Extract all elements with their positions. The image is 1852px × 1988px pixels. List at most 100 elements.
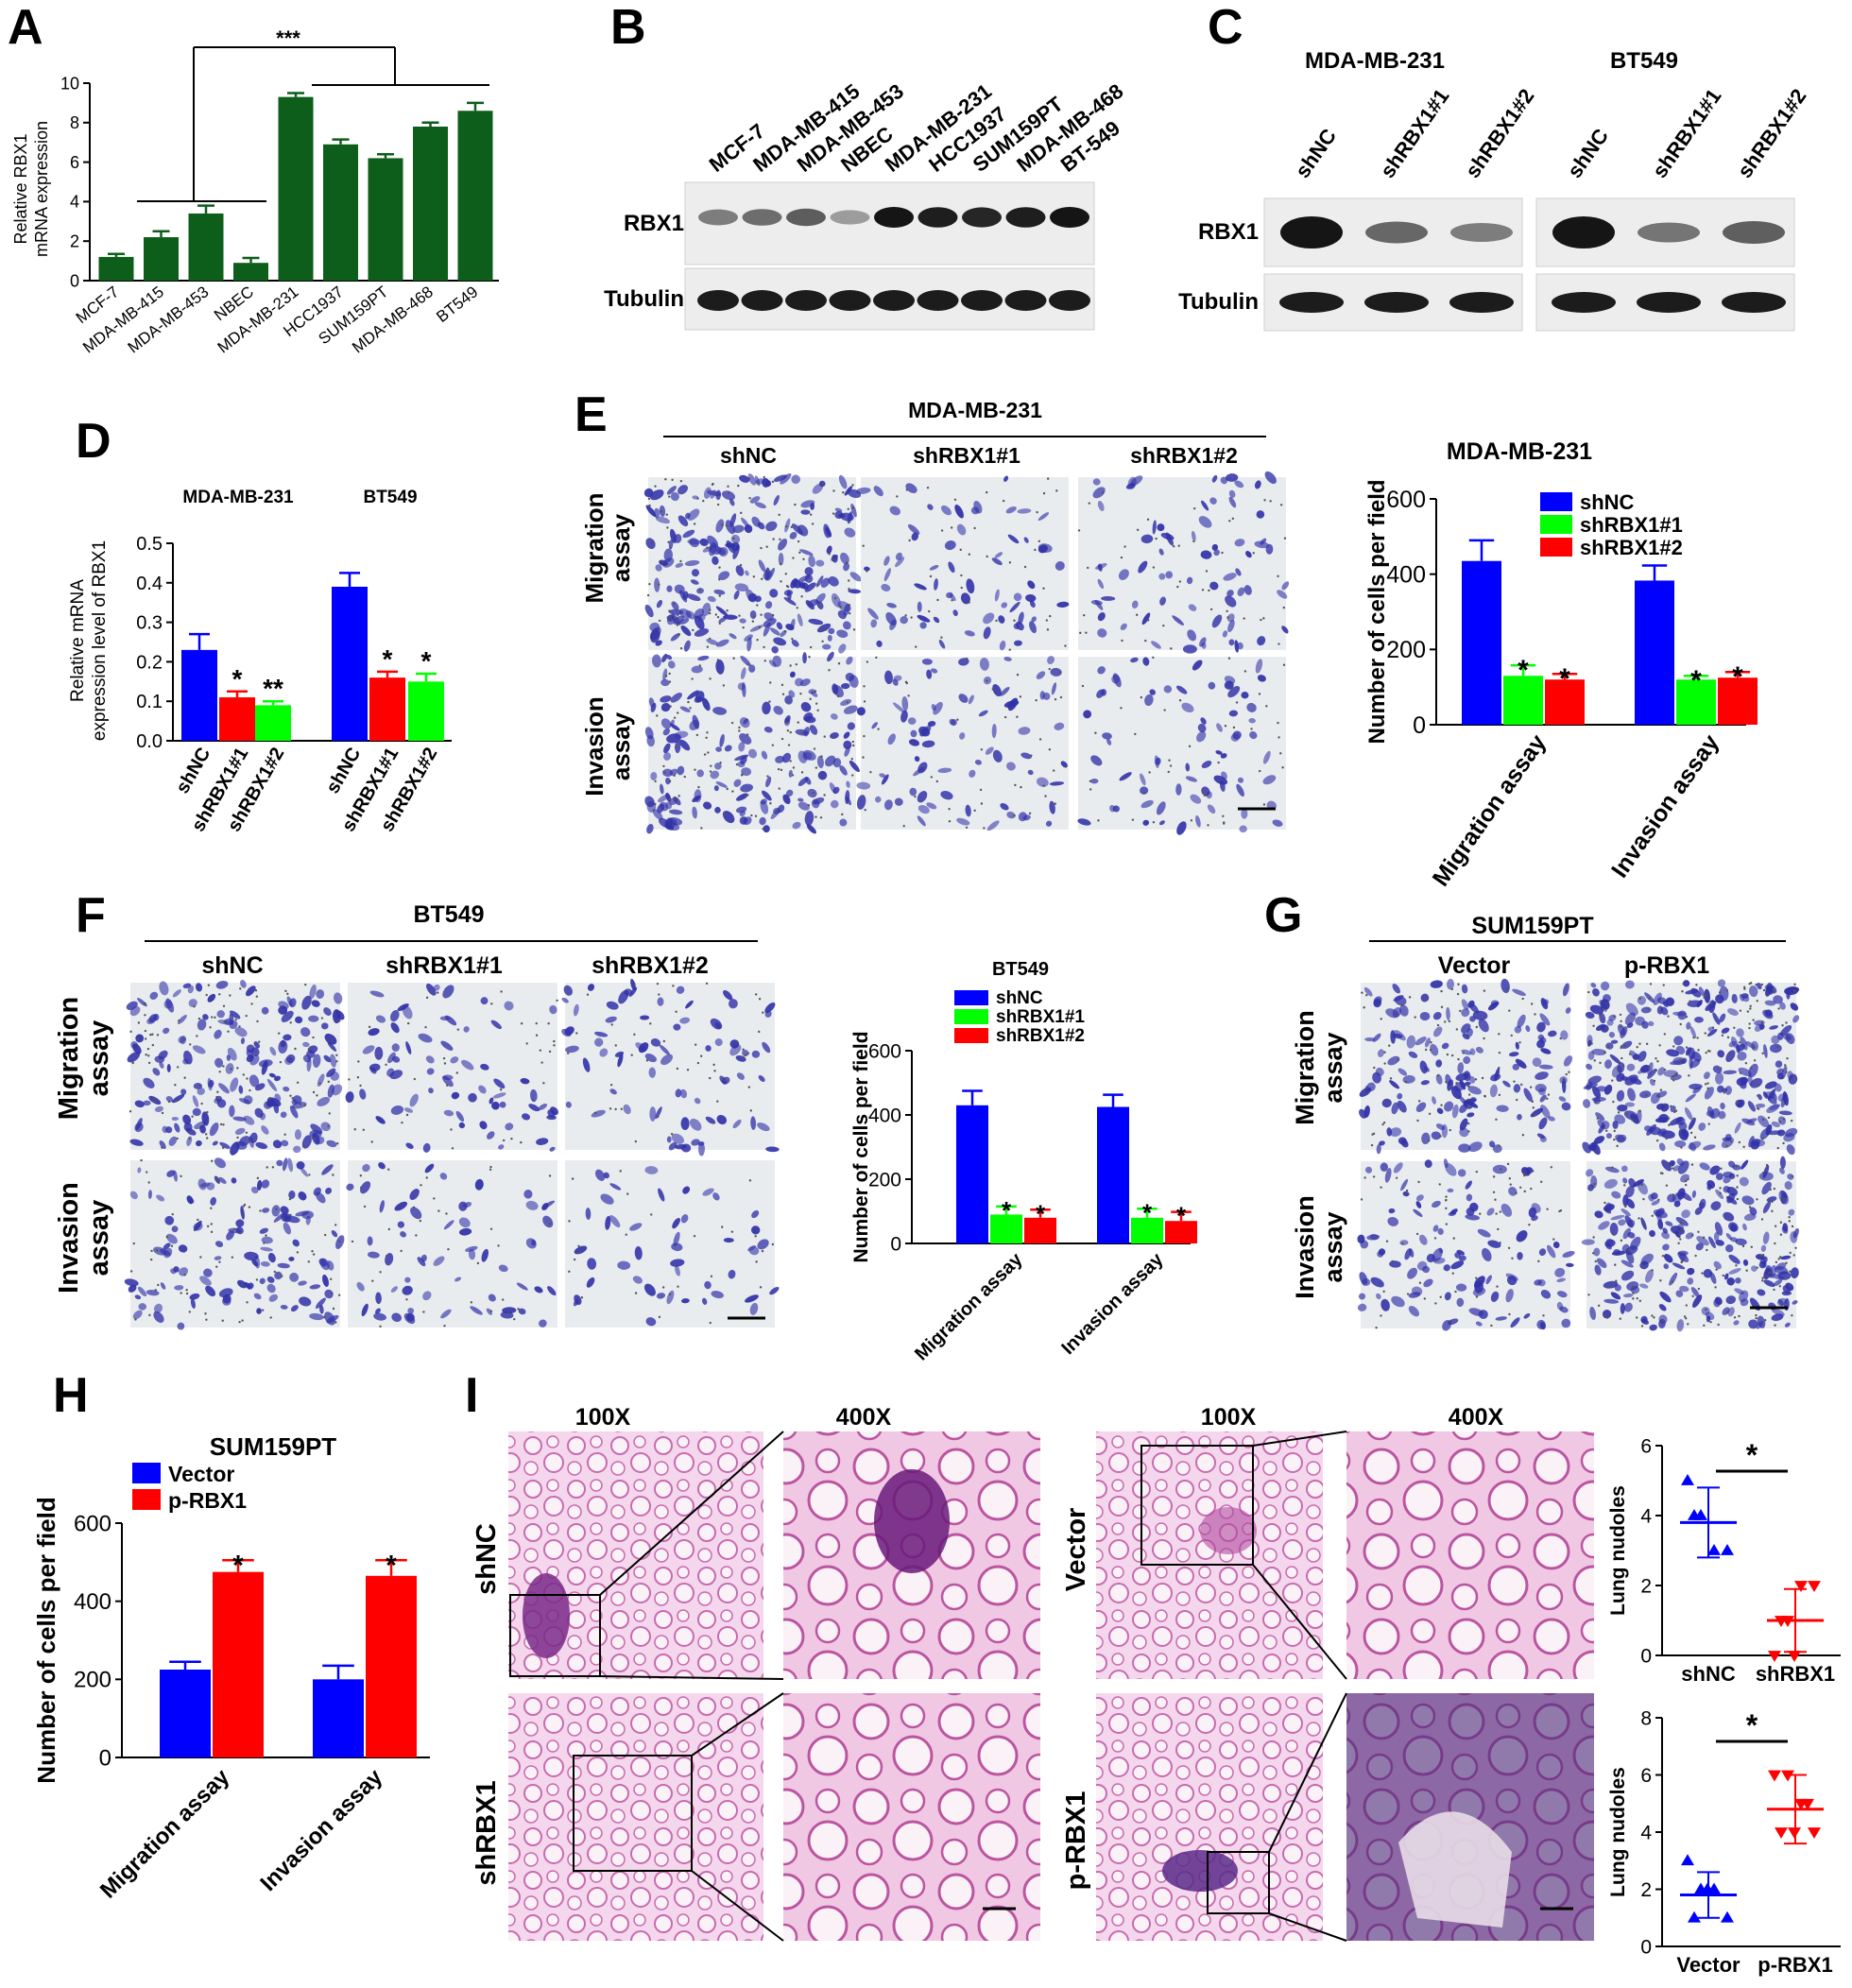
g-inv-1-cell-156 [1763, 1279, 1775, 1287]
e-mig-0-cell-148 [694, 608, 704, 619]
e-mig-1-pore-39 [1023, 565, 1027, 569]
panel-a-ylabel-1: Relative RBX1 [11, 133, 30, 244]
g-inv-1-cell-53 [1681, 1209, 1690, 1219]
e-mig-0-pore-95 [817, 605, 820, 608]
e-inv-0-cell-69 [660, 702, 671, 712]
f-mig-0-cell-128 [308, 1015, 319, 1022]
e-inv-1-pore-45 [877, 728, 880, 730]
e-inv-1-cell-6 [908, 739, 920, 746]
panel-h-title: SUM159PT [210, 1432, 336, 1461]
g-inv-1-pore-112 [1624, 1205, 1627, 1208]
f-mig-0-cell-29 [168, 1136, 178, 1146]
g-inv-1-pore-7 [1777, 1258, 1780, 1260]
g-mig-1-pore-143 [1742, 1145, 1745, 1148]
e-mig-0-pore-40 [737, 484, 740, 488]
f-inv-1-cell-28 [424, 1163, 435, 1174]
g-inv-1-cell-119 [1691, 1190, 1697, 1198]
f-inv-0-pore-14 [271, 1166, 275, 1169]
g-inv-1-cell-211 [1611, 1191, 1621, 1199]
e-mig-1-pore-22 [1002, 499, 1005, 503]
g-inv-0-pore-5 [1475, 1295, 1479, 1298]
f-mig-0-cell-37 [180, 1088, 187, 1095]
g-mig-0-pore-76 [1429, 1049, 1432, 1052]
e-mig-0-pore-75 [839, 606, 843, 608]
f-mig-1-cell-49 [391, 1043, 400, 1052]
e-inv-0-pore-92 [707, 751, 710, 754]
e-ytick-label-1: 200 [1386, 637, 1426, 663]
g-inv-1-cell-90 [1675, 1290, 1684, 1297]
f-inv-1-cell-57 [547, 1286, 557, 1296]
f-bar-1-2 [1165, 1221, 1197, 1243]
g-inv-1-pore-110 [1679, 1222, 1683, 1225]
f-inv-0-cell-28 [261, 1236, 273, 1244]
e-inv-1-cell-46 [969, 769, 976, 778]
panel-g-row2-line2: assay [1319, 1211, 1347, 1282]
f-sig-1-1: * [1142, 1198, 1153, 1226]
f-inv-2-pore-22 [661, 1286, 665, 1289]
e-inv-0-pore-29 [816, 709, 819, 711]
g-mig-1-pore-58 [1767, 1116, 1771, 1120]
panel-f-row2-line2: assay [84, 1200, 114, 1277]
g-mig-1-pore-69 [1620, 1020, 1622, 1022]
f-mig-1-cell-42 [397, 1003, 409, 1012]
e-inv-0-cell-58 [759, 816, 766, 826]
e-inv-0-pore-50 [735, 763, 739, 766]
e-inv-0-pore-78 [778, 787, 780, 790]
f-mig-0-pore-44 [335, 1060, 338, 1063]
f-mig-2-cell-70 [705, 1045, 712, 1052]
g-inv-0-pore-45 [1445, 1195, 1448, 1198]
f-inv-2-pore-23 [577, 1244, 580, 1247]
g-inv-1-pore-2 [1620, 1239, 1623, 1242]
f-mig-0-cell-105 [309, 984, 317, 1000]
e-inv-0-cell-109 [809, 725, 818, 735]
f-inv-0-cell-58 [214, 1256, 222, 1260]
e-inv-2-cell-44 [1156, 801, 1166, 815]
i-bottom-point-0-0 [1681, 1854, 1694, 1866]
g-mig-0-pore-61 [1456, 992, 1460, 996]
f-inv-0-cell-57 [205, 1285, 216, 1297]
g-mig-1-pore-109 [1704, 1032, 1706, 1035]
f-inv-1-pore-16 [386, 1168, 390, 1171]
e-mig-1-cell-60 [999, 640, 1006, 651]
g-mig-1-pore-118 [1593, 1059, 1596, 1062]
e-inv-0-cell-50 [687, 690, 699, 700]
e-mig-0-cell-72 [686, 593, 701, 602]
e-mig-2-cell-0 [1223, 573, 1237, 581]
g-mig-1-pore-146 [1662, 984, 1665, 986]
g-inv-0-cell-99 [1508, 1187, 1518, 1196]
e-mig-1-cell-20 [938, 640, 946, 649]
i-bottom-xcat-1: p-RBX1 [1758, 1953, 1832, 1977]
e-inv-0-cell-86 [760, 798, 767, 805]
panel-i-row-shnc: shNC [472, 1523, 502, 1595]
f-inv-2-cell-39 [711, 1291, 724, 1299]
g-mig-0-pore-3 [1450, 987, 1454, 991]
f-mig-2-pore-41 [675, 1010, 677, 1013]
f-mig-2-cell-39 [564, 1026, 574, 1036]
e-inv-1-pore-4 [863, 700, 866, 703]
e-inv-1-pore-7 [1054, 802, 1056, 805]
g-mig-1-cell-206 [1638, 1051, 1647, 1062]
g-inv-1-cell-195 [1626, 1219, 1636, 1227]
e-mig-1-cell-45 [867, 608, 879, 620]
f-mig-0-pore-76 [254, 1051, 258, 1054]
e-mig-2-pore-24 [1282, 606, 1285, 609]
f-mig-0-pore-99 [246, 1077, 249, 1080]
e-mig-0-cell-187 [822, 643, 832, 650]
f-inv-1-pore-0 [385, 1255, 388, 1258]
e-inv-0-pore-43 [771, 744, 775, 746]
g-mig-1-pore-84 [1617, 1111, 1620, 1114]
e-mig-0-cell-52 [654, 577, 660, 592]
g-mig-0-pore-19 [1508, 1009, 1511, 1012]
g-inv-1-pore-41 [1745, 1269, 1748, 1272]
a-ytick-label-3: 6 [70, 153, 79, 172]
e-mig-0-cell-37 [778, 538, 788, 551]
panel-letter-i: I [465, 1368, 478, 1423]
e-mig-2-pore-13 [1172, 545, 1175, 548]
e-mig-1-pore-34 [986, 555, 988, 558]
e-inv-0-cell-154 [646, 734, 655, 747]
e-inv-1-cell-70 [1003, 700, 1020, 708]
e-inv-2-pore-14 [1259, 769, 1261, 773]
f-mig-2-cell-53 [689, 1118, 702, 1131]
g-mig-1-pore-21 [1678, 1058, 1682, 1061]
